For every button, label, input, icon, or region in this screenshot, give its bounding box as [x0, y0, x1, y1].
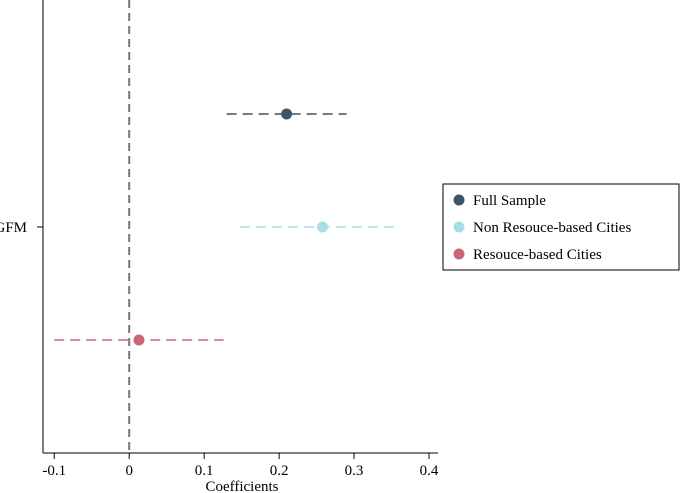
x-tick-label: 0.2 — [270, 463, 289, 479]
legend: Full Sample Non Resouce-based Cities Resou… — [442, 183, 680, 271]
legend-marker — [453, 194, 465, 206]
legend-label: Non Resouce-based Cities — [473, 220, 631, 236]
plot-marks — [54, 0, 400, 453]
point-estimate — [317, 221, 329, 233]
x-tick-label: 0.1 — [195, 463, 214, 479]
x-axis-title: Coefficients — [205, 479, 278, 493]
x-tick-label: -0.1 — [42, 463, 66, 479]
legend-label: Full Sample — [473, 193, 546, 209]
legend-box — [442, 183, 680, 271]
point-estimate — [281, 108, 293, 120]
x-tick-label: 0 — [125, 463, 133, 479]
category-label-gfm: GFM — [0, 220, 27, 236]
x-tick-label: 0.4 — [420, 463, 439, 479]
legend-marker — [453, 248, 465, 260]
legend-marker — [453, 221, 465, 233]
axes: -0.1 0 0.1 0.2 0.3 0.4 — [37, 0, 439, 479]
point-estimate — [133, 334, 145, 346]
x-tick-label: 0.3 — [345, 463, 364, 479]
legend-label: Resouce-based Cities — [473, 247, 602, 263]
